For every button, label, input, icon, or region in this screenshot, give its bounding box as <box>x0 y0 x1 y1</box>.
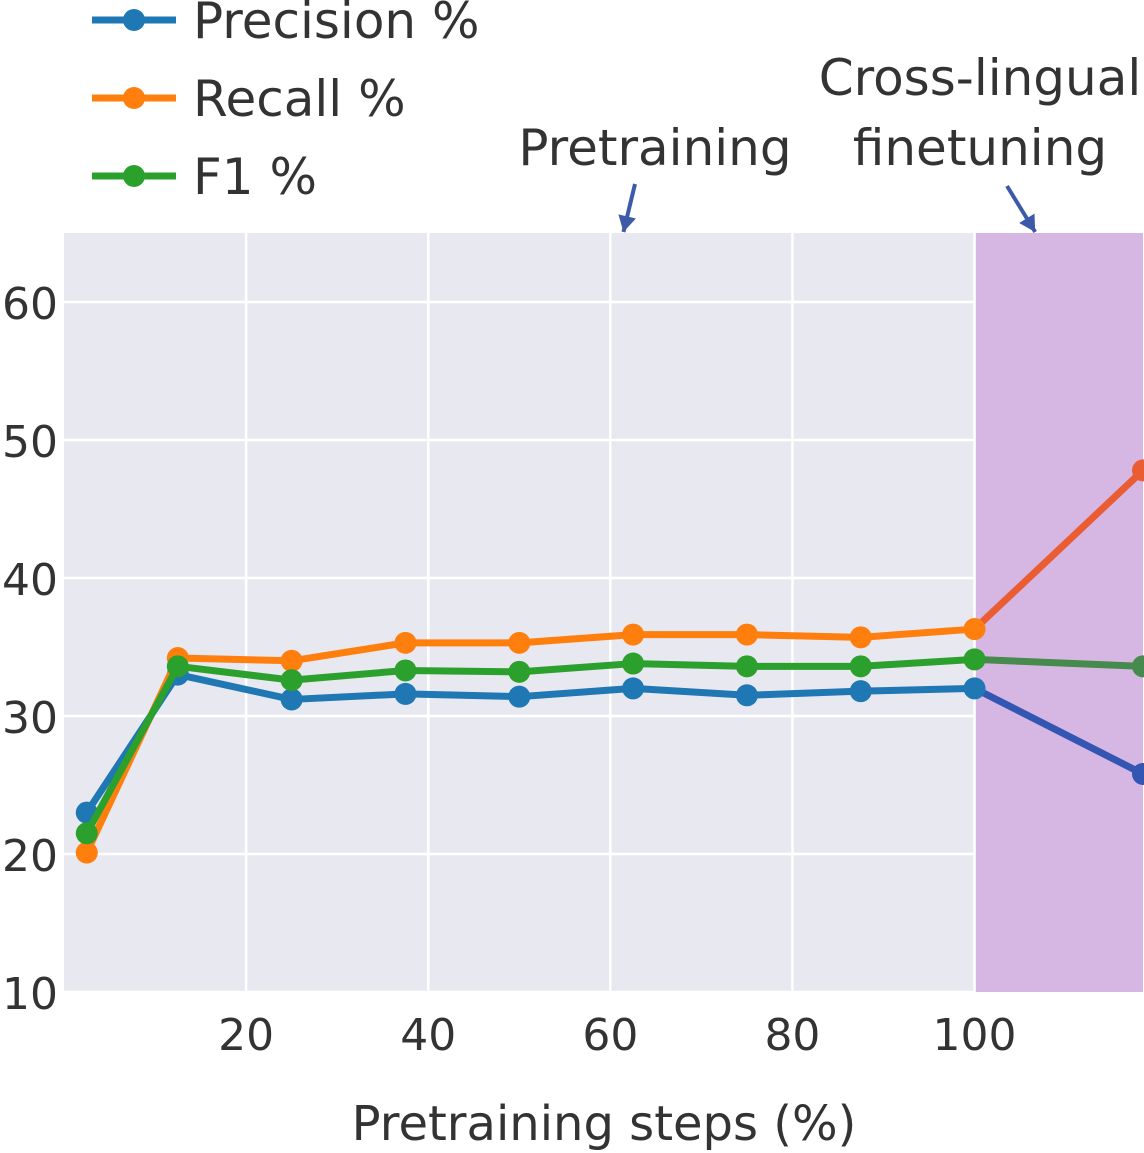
data-point <box>508 685 531 708</box>
data-point <box>963 618 986 641</box>
data-point <box>1132 655 1144 678</box>
series-line-finetuning <box>971 684 1144 778</box>
data-point <box>963 677 986 700</box>
tick-labels: 20 40 60 80 100 10 20 30 40 50 60 <box>2 279 1017 1061</box>
legend-marker <box>123 165 145 187</box>
data-point <box>622 623 645 646</box>
data-point <box>849 626 872 649</box>
data-point <box>280 669 303 692</box>
annotation-pretraining: Pretraining <box>518 119 791 177</box>
y-tick-label: 40 <box>2 555 58 606</box>
data-point <box>849 655 872 678</box>
series-layer <box>75 459 1144 864</box>
data-point <box>735 623 758 646</box>
legend-label: Precision % <box>193 0 480 50</box>
data-point <box>508 631 531 654</box>
legend-label: Recall % <box>193 70 406 128</box>
legend-item: F1 % <box>92 148 317 206</box>
y-tick-label: 30 <box>2 693 58 744</box>
data-point <box>849 680 872 703</box>
legend-label: F1 % <box>193 148 317 206</box>
data-point <box>1132 459 1144 482</box>
annotation-crosslingual-line1: Cross-lingual <box>819 49 1142 107</box>
data-point <box>963 648 986 671</box>
x-tick-label: 80 <box>764 1010 820 1061</box>
data-point <box>166 655 189 678</box>
legend-item: Precision % <box>92 0 480 50</box>
y-tick-label: 10 <box>2 969 58 1020</box>
data-point <box>75 841 98 864</box>
grid <box>64 233 976 994</box>
x-axis-title: Pretraining steps (%) <box>352 1096 857 1152</box>
data-point <box>280 688 303 711</box>
legend-marker <box>123 9 145 31</box>
annotation-crosslingual-line2: finetuning <box>853 119 1107 177</box>
annotations: Pretraining Cross-lingual finetuning <box>518 49 1142 234</box>
annotation-arrowhead <box>1019 213 1036 232</box>
legend-item: Recall % <box>92 70 406 128</box>
legend: Precision % Recall % F1 % <box>92 0 480 206</box>
data-point <box>280 649 303 672</box>
series-line-finetuning <box>971 655 1144 670</box>
data-point <box>75 822 98 845</box>
finetuning-region <box>974 233 1143 992</box>
data-point <box>394 631 417 654</box>
y-tick-label: 60 <box>2 279 58 330</box>
data-point <box>622 677 645 700</box>
data-point <box>394 659 417 682</box>
annotation-arrowhead <box>618 214 636 232</box>
y-tick-label: 50 <box>2 417 58 468</box>
y-tick-label: 20 <box>2 831 58 882</box>
data-point <box>622 652 645 675</box>
x-tick-label: 60 <box>582 1010 638 1061</box>
data-point <box>735 684 758 707</box>
data-point <box>1132 762 1144 785</box>
data-point <box>508 660 531 683</box>
plot-background <box>64 233 1143 992</box>
x-tick-label: 20 <box>218 1010 274 1061</box>
x-tick-label: 100 <box>933 1010 1017 1061</box>
series-line-finetuning <box>971 466 1144 633</box>
legend-marker <box>123 87 145 109</box>
series-2 <box>75 648 1144 845</box>
data-point <box>394 682 417 705</box>
data-point <box>735 655 758 678</box>
x-tick-label: 40 <box>400 1010 456 1061</box>
